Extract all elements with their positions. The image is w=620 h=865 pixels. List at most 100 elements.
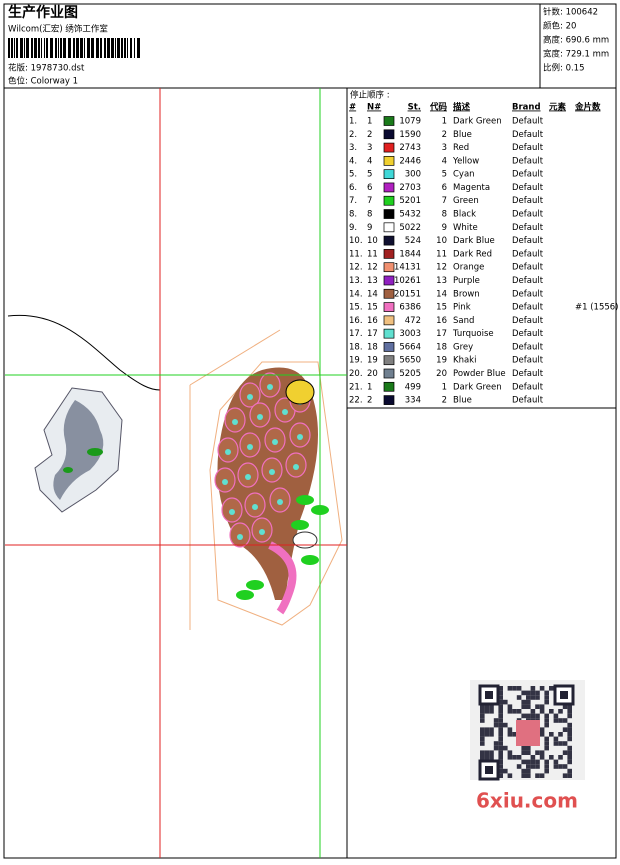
eye (247, 444, 253, 450)
cell: Brown (453, 289, 480, 299)
qr-dot (567, 736, 572, 742)
cell: 2446 (399, 156, 421, 166)
cell: 20. (349, 369, 363, 379)
qr-dot (535, 759, 540, 765)
cell: 15 (367, 303, 378, 313)
cell: Default (512, 316, 544, 326)
qr-dot (484, 704, 490, 709)
cell: Default (512, 130, 544, 140)
qr-dot (526, 764, 531, 769)
bar (58, 38, 59, 58)
cell: 5201 (399, 196, 421, 206)
leaf (291, 520, 309, 530)
qr-dot (493, 741, 499, 746)
cell: 14 (436, 289, 447, 299)
qr-dot (567, 722, 572, 728)
design-file: 花版: 1978730.dst (8, 63, 85, 74)
cell: 1590 (399, 130, 421, 140)
bar (16, 38, 18, 58)
leaf (87, 448, 103, 456)
guide-curve (7, 314, 161, 391)
cell: Default (512, 223, 544, 233)
leaf (296, 495, 314, 505)
qr-dot (526, 745, 531, 751)
cell: 3003 (399, 329, 421, 339)
eye (245, 474, 251, 480)
swatch (383, 342, 395, 352)
qr-dot (480, 732, 485, 737)
swatch (383, 315, 395, 326)
bar (91, 38, 94, 58)
qr-dot (498, 686, 503, 691)
qr-dot (544, 718, 549, 723)
column-header: Brand (512, 103, 541, 113)
swatch (383, 381, 395, 392)
qr-dot (530, 686, 536, 691)
swatch (383, 182, 395, 193)
swatch (383, 116, 395, 126)
cell: 9. (349, 223, 357, 233)
eye (252, 504, 258, 510)
cell: 7 (442, 196, 447, 206)
qr-dot (544, 768, 549, 774)
bar (124, 38, 126, 58)
cell: 15 (436, 303, 447, 313)
qr-dot (535, 764, 540, 769)
qr-dot (558, 709, 563, 714)
qr-dot (489, 732, 494, 737)
qr-dot (526, 713, 531, 719)
cell: Default (512, 196, 544, 206)
bar (127, 38, 128, 58)
cell: Default (512, 236, 544, 246)
qr-dot (539, 732, 545, 737)
cell: 13 (367, 276, 378, 286)
cell: 17 (367, 329, 378, 339)
qr-dot (480, 709, 485, 714)
qr-dot (544, 699, 549, 705)
cell: Default (512, 342, 544, 352)
qr-dot (480, 713, 485, 719)
bar (11, 38, 13, 58)
qr-dot (480, 727, 485, 732)
qr-dot (553, 759, 559, 765)
cell: Purple (453, 276, 480, 286)
bar (46, 38, 48, 58)
swatch (383, 395, 395, 405)
qr-dot (512, 709, 517, 714)
qr-dot (544, 695, 549, 700)
cell: Default (512, 396, 544, 406)
qr-dot (562, 704, 568, 709)
qr-dot (526, 704, 531, 709)
qr-dot (553, 764, 559, 769)
qr-dot (480, 755, 485, 760)
qr-dot (516, 764, 522, 769)
cell: 2 (367, 396, 372, 406)
qr-dot (521, 773, 526, 778)
qr-dot (503, 722, 508, 728)
cell: 20 (436, 369, 447, 379)
cell: 1 (367, 382, 372, 392)
bar (60, 38, 62, 58)
column-header: # (349, 103, 356, 113)
cell: 19. (349, 356, 363, 366)
qr-logo (516, 720, 540, 746)
cell: Grey (453, 342, 473, 352)
qr-dot (516, 709, 522, 714)
qr-dot (498, 727, 503, 732)
qr-dot (498, 750, 503, 755)
cell: 14 (367, 289, 378, 299)
cell: 4. (349, 156, 357, 166)
bar (115, 38, 116, 58)
qr-dot (498, 736, 503, 742)
qr-dot (544, 741, 549, 746)
cell: 5 (367, 170, 372, 180)
cell: Sand (453, 316, 474, 326)
qr-dot (507, 686, 513, 691)
swatch (383, 328, 395, 339)
qr-dot (507, 709, 513, 714)
cell: 2 (442, 130, 447, 140)
cell: 5. (349, 170, 357, 180)
cell: Red (453, 143, 469, 153)
cell: #1 (1556) (575, 303, 619, 313)
qr-dot (512, 686, 517, 691)
